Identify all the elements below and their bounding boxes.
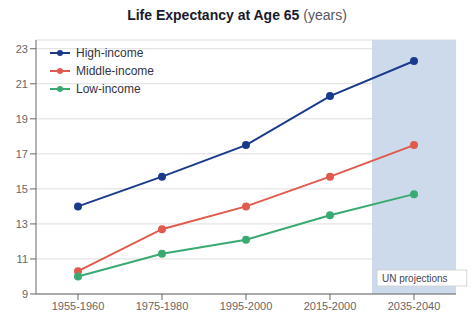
html-text:Low-income: Low-income: [76, 82, 141, 96]
svg-text:UN projections: UN projections: [382, 273, 448, 284]
html-text:Life Expectancy at Age 65 (yea: Life Expectancy at Age 65 (years): [127, 7, 347, 23]
svg-text:19: 19: [16, 113, 28, 125]
svg-text:1975-1980: 1975-1980: [136, 300, 189, 312]
svg-text:21: 21: [16, 78, 28, 90]
svg-text:1995-2000: 1995-2000: [220, 300, 273, 312]
html-text:Middle-income: Middle-income: [76, 64, 154, 78]
svg-text:11: 11: [17, 253, 28, 265]
svg-text:17: 17: [16, 148, 28, 160]
svg-text:15: 15: [16, 183, 28, 195]
svg-text:1955-1960: 1955-1960: [52, 300, 105, 312]
svg-text:9: 9: [22, 288, 28, 300]
svg-text:2035-2040: 2035-2040: [388, 300, 441, 312]
svg-text:13: 13: [16, 218, 28, 230]
svg-text:23: 23: [16, 43, 28, 55]
html-text:High-income: High-income: [76, 46, 144, 60]
svg-text:2015-2000: 2015-2000: [304, 300, 357, 312]
